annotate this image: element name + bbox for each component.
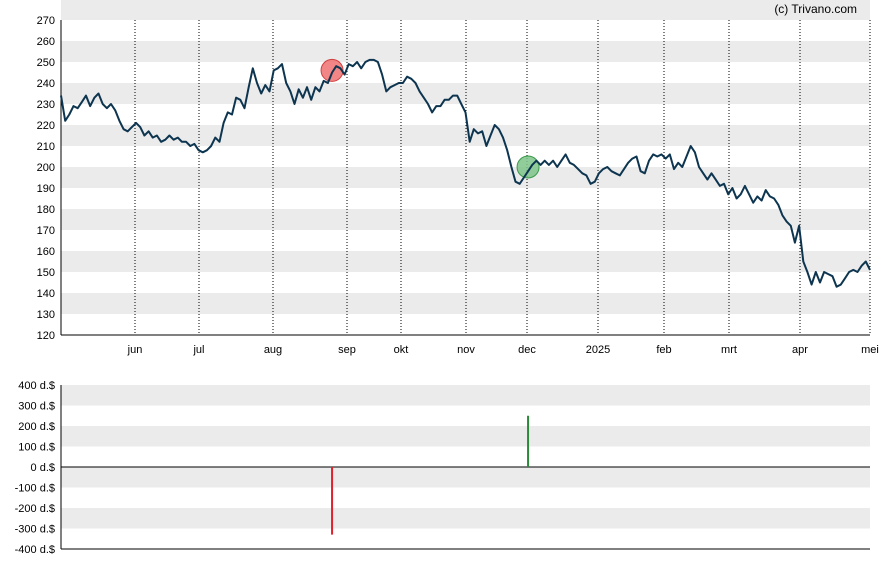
x-tick-label: aug <box>264 344 282 356</box>
volume-y-tick-label: 100 d.$ <box>18 442 55 454</box>
y-tick-label: 270 <box>37 15 55 27</box>
volume-grid-band <box>61 426 870 447</box>
price-line <box>60 58 871 288</box>
x-tick-label: dec <box>518 344 536 356</box>
y-tick-label: 210 <box>37 141 55 153</box>
y-tick-label: 260 <box>37 36 55 48</box>
price-grid-band <box>61 0 870 20</box>
x-tick-label: mrt <box>721 344 737 356</box>
buy-signal-marker <box>516 155 540 179</box>
x-tick-label: nov <box>457 344 475 356</box>
price-grid-band <box>61 293 870 314</box>
y-tick-label: 220 <box>37 120 55 132</box>
x-tick-label: apr <box>792 344 808 356</box>
volume-y-tick-label: -200 d.$ <box>15 503 55 515</box>
credit-text: (c) Trivano.com <box>774 2 857 16</box>
price-grid-band <box>61 251 870 272</box>
price-grid-band <box>61 167 870 188</box>
y-tick-label: 120 <box>37 330 55 342</box>
x-tick-label: okt <box>394 344 409 356</box>
y-tick-label: 160 <box>37 246 55 258</box>
price-grid-band <box>61 41 870 62</box>
y-tick-label: 180 <box>37 204 55 216</box>
y-tick-label: 150 <box>37 267 55 279</box>
y-tick-label: 250 <box>37 57 55 69</box>
volume-y-tick-label: -100 d.$ <box>15 483 55 495</box>
y-tick-label: 190 <box>37 183 55 195</box>
volume-y-tick-label: 400 d.$ <box>18 380 55 392</box>
volume-y-tick-label: -300 d.$ <box>15 524 55 536</box>
y-tick-label: 140 <box>37 288 55 300</box>
volume-grid-band <box>61 467 870 488</box>
x-tick-label: feb <box>656 344 671 356</box>
y-tick-label: 240 <box>37 78 55 90</box>
price-grid-band <box>61 125 870 146</box>
sell-signal-marker <box>320 58 344 82</box>
y-tick-label: 230 <box>37 99 55 111</box>
y-tick-label: 200 <box>37 162 55 174</box>
volume-y-tick-label: 300 d.$ <box>18 401 55 413</box>
price-grid-band <box>61 209 870 230</box>
x-tick-label: jun <box>127 344 143 356</box>
volume-y-tick-label: 200 d.$ <box>18 421 55 433</box>
x-tick-label: jul <box>192 344 204 356</box>
x-tick-label: sep <box>338 344 356 356</box>
volume-y-tick-label: -400 d.$ <box>15 544 55 556</box>
volume-y-tick-label: 0 d.$ <box>31 462 55 474</box>
y-tick-label: 170 <box>37 225 55 237</box>
volume-grid-band <box>61 385 870 406</box>
y-tick-label: 130 <box>37 309 55 321</box>
x-tick-label: mei <box>861 344 879 356</box>
x-tick-label: 2025 <box>586 344 610 356</box>
volume-grid-band <box>61 508 870 529</box>
